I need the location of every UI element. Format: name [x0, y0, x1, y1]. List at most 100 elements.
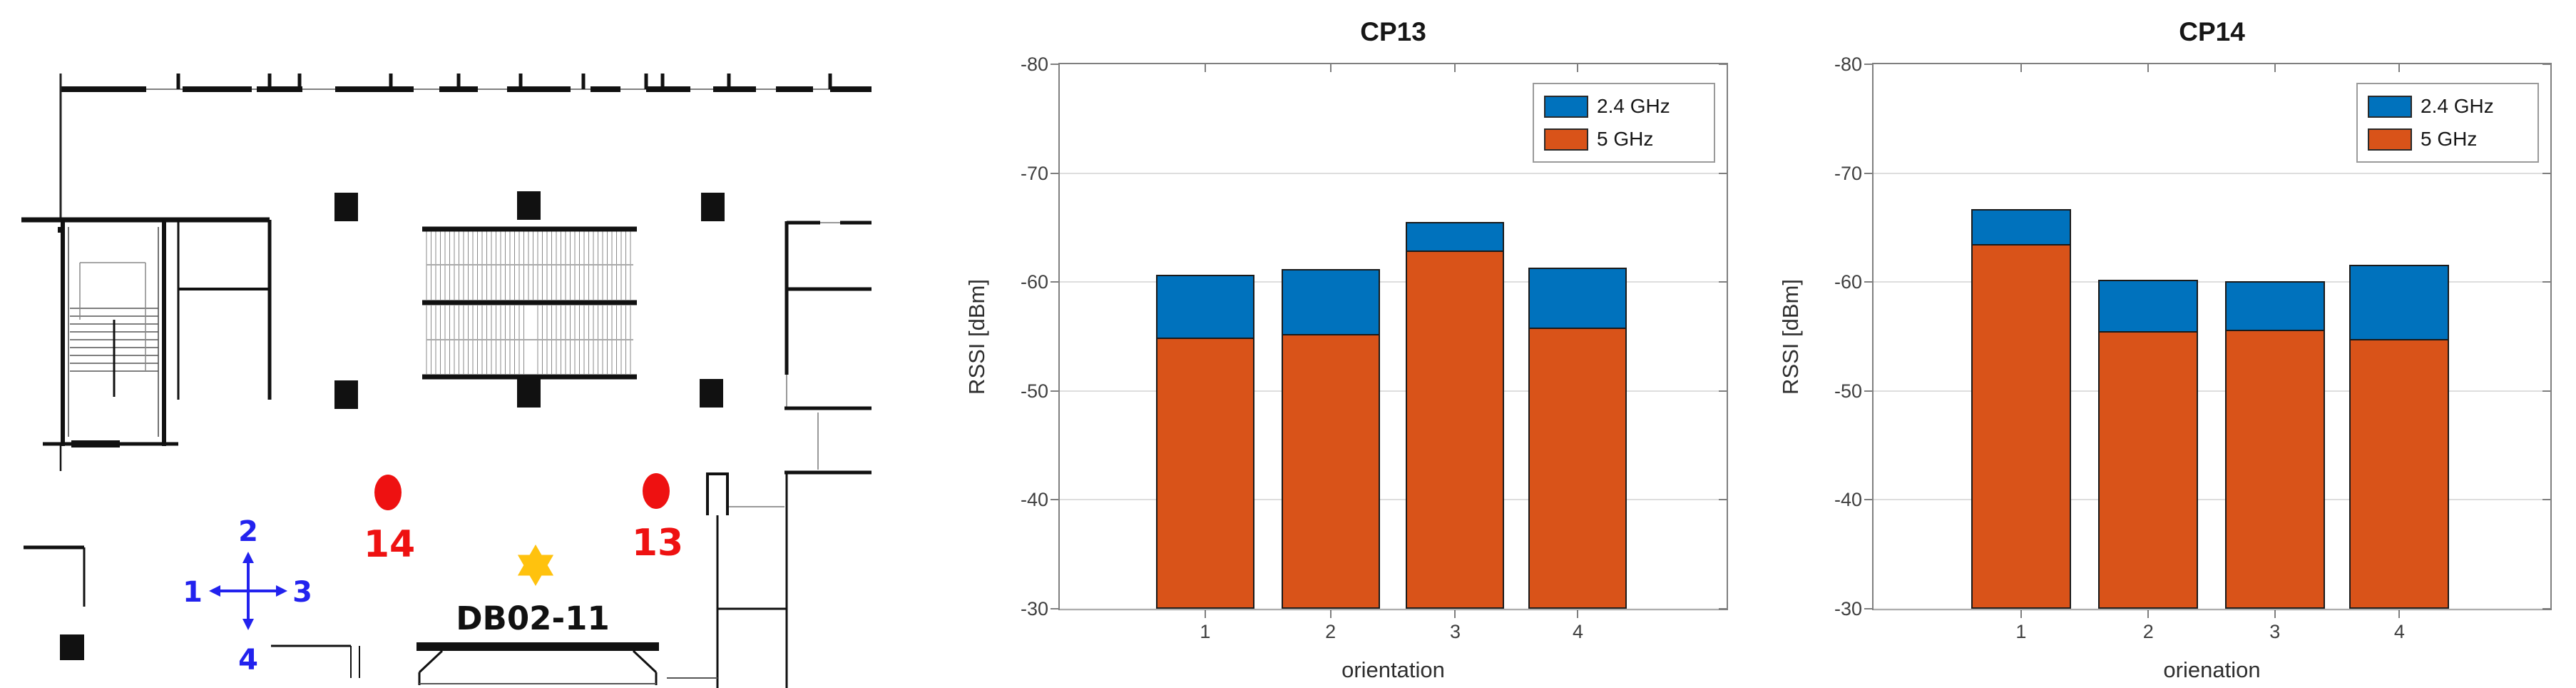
gridline: [1060, 499, 1727, 501]
chart-cp13: CP13 RSSI [dBm] 2.4 GHz 5 GHz -80 -70 -60 -…: [964, 17, 1728, 682]
y-tick-label: -70: [1834, 162, 1862, 184]
stairwell-walls: [21, 217, 270, 447]
bar-5ghz: [2349, 338, 2450, 609]
arrow-down-icon: [242, 619, 254, 630]
bar-5ghz: [2224, 330, 2325, 609]
legend: 2.4 GHz 5 GHz: [2356, 83, 2539, 163]
y-axis-label: RSSI [dBm]: [1778, 278, 1803, 395]
pillar: [60, 634, 84, 660]
x-tick-label: 1: [1200, 621, 1211, 642]
device-marker: DB02-11: [456, 545, 610, 637]
chart-title: CP13: [1360, 17, 1426, 46]
pillar: [517, 379, 541, 408]
compass-label-4: 4: [238, 644, 258, 677]
gridline: [1060, 608, 1727, 609]
y-tick-mark: [1051, 172, 1060, 174]
y-tick-label: -40: [1834, 489, 1862, 511]
legend-entry-2-4ghz: 2.4 GHz: [2358, 90, 2537, 123]
bar-5ghz: [2098, 330, 2199, 609]
x-tick-label: 1: [2015, 621, 2027, 642]
y-tick-mark: [1864, 499, 1874, 501]
x-tick-label: 4: [1572, 621, 1583, 642]
x-tick-mark-top: [2147, 64, 2150, 72]
y-tick-mark-right: [2542, 390, 2550, 392]
y-tick-mark-right: [1719, 608, 1727, 609]
y-tick-label: -50: [1020, 380, 1048, 402]
y-tick-label: -80: [1020, 54, 1048, 75]
bottom-left-walls: [24, 444, 86, 607]
legend-swatch-5ghz-icon: [2368, 128, 2412, 151]
x-tick-mark: [1329, 609, 1332, 618]
x-tick-mark: [2398, 609, 2401, 618]
legend-label: 5 GHz: [2421, 128, 2478, 150]
x-tick-label: 3: [1449, 621, 1461, 642]
gridline: [1874, 608, 2550, 609]
x-tick-mark-top: [1204, 64, 1206, 72]
y-tick-label: -40: [1020, 489, 1048, 511]
gridline: [1874, 281, 2550, 283]
x-axis-label: orientation: [1341, 657, 1445, 682]
legend-swatch-2-4ghz-icon: [1544, 95, 1588, 118]
chart-title: CP14: [2179, 17, 2245, 46]
pillar: [334, 193, 358, 221]
y-tick-mark: [1051, 499, 1060, 501]
star-icon: [517, 545, 554, 586]
bar-5ghz: [1971, 243, 2071, 609]
y-axis-label-wrap: RSSI [dBm]: [961, 63, 993, 610]
arrow-left-icon: [209, 585, 220, 597]
orientation-compass: 1 2 3 4: [183, 515, 312, 677]
y-tick-mark-right: [1719, 172, 1727, 174]
legend-swatch-5ghz-icon: [1544, 128, 1588, 151]
stair-rails: [79, 262, 146, 397]
pillar: [334, 380, 358, 409]
floorplan: 1 2 3 4 1 4 13 DB02-11: [21, 74, 872, 688]
y-tick-mark: [1864, 281, 1874, 283]
y-tick-label: -70: [1020, 162, 1048, 184]
y-tick-mark: [1051, 608, 1060, 609]
hatched-area: [422, 226, 637, 380]
x-tick-mark-top: [1329, 64, 1332, 72]
compass-label-1: 1: [183, 576, 203, 609]
y-tick-mark: [1864, 64, 1874, 65]
x-tick-mark: [1204, 609, 1206, 618]
y-axis-label-wrap: RSSI [dBm]: [1775, 63, 1806, 610]
y-tick-label: -30: [1020, 598, 1048, 619]
legend-label: 2.4 GHz: [1597, 95, 1670, 117]
compass-label-2: 2: [238, 515, 258, 548]
legend: 2.4 GHz 5 GHz: [1533, 83, 1715, 163]
y-tick-mark-right: [1719, 390, 1727, 392]
x-tick-mark-top: [2398, 64, 2401, 72]
ap-label-13: 13: [632, 522, 683, 565]
arrow-up-icon: [242, 552, 254, 563]
y-axis-label: RSSI [dBm]: [964, 278, 989, 395]
y-tick-label: -50: [1834, 380, 1862, 402]
y-tick-mark-right: [2542, 64, 2550, 65]
x-tick-label: 2: [2142, 621, 2154, 642]
gridline: [1874, 499, 2550, 501]
pillar: [517, 191, 541, 220]
x-tick-mark-top: [1454, 64, 1456, 72]
y-tick-label: -30: [1834, 598, 1862, 619]
legend-label: 5 GHz: [1597, 128, 1654, 150]
pillar: [700, 379, 723, 408]
compass-label-3: 3: [292, 576, 312, 609]
y-tick-mark-right: [2542, 281, 2550, 283]
x-axis-label: orienation: [2163, 657, 2261, 682]
stage-outline: [271, 642, 659, 685]
device-label: DB02-11: [456, 600, 610, 637]
legend-entry-5ghz: 5 GHz: [1534, 123, 1714, 156]
y-tick-label: -80: [1834, 54, 1862, 75]
y-tick-mark: [1864, 608, 1874, 609]
y-tick-mark: [1051, 64, 1060, 65]
bar-5ghz: [1406, 250, 1505, 609]
x-tick-label: 4: [2393, 621, 2405, 642]
y-tick-label: -60: [1834, 271, 1862, 293]
x-tick-mark-top: [1577, 64, 1579, 72]
y-tick-mark-right: [2542, 172, 2550, 174]
arrow-right-icon: [276, 585, 287, 597]
x-tick-mark: [1454, 609, 1456, 618]
y-tick-mark: [1864, 172, 1874, 174]
y-tick-mark: [1864, 390, 1874, 392]
right-rooms-walls: [667, 221, 872, 688]
